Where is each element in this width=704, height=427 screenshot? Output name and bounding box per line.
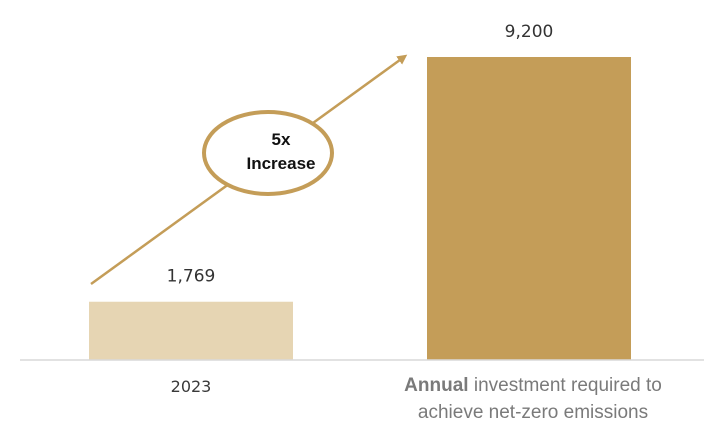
x-tick-label-2023: 2023 <box>171 377 212 396</box>
x-tick-label-bold-word: Annual <box>404 375 468 396</box>
increase-annotation-ellipse <box>202 110 334 196</box>
x-tick-label-annual-investment-line2: achieve net-zero emissions <box>418 402 648 423</box>
annotation-multiplier: 5x <box>272 130 291 149</box>
bar-2023 <box>89 301 293 360</box>
bar-annual-investment-required <box>427 57 631 360</box>
x-tick-label-annual-investment-line1: Annual investment required to <box>404 375 662 396</box>
data-label-2023: 1,769 <box>167 267 216 287</box>
data-label-annual-investment: 9,200 <box>505 22 554 42</box>
x-tick-label-line1-rest: investment required to <box>469 375 662 396</box>
annotation-increase-label: Increase <box>247 154 316 173</box>
